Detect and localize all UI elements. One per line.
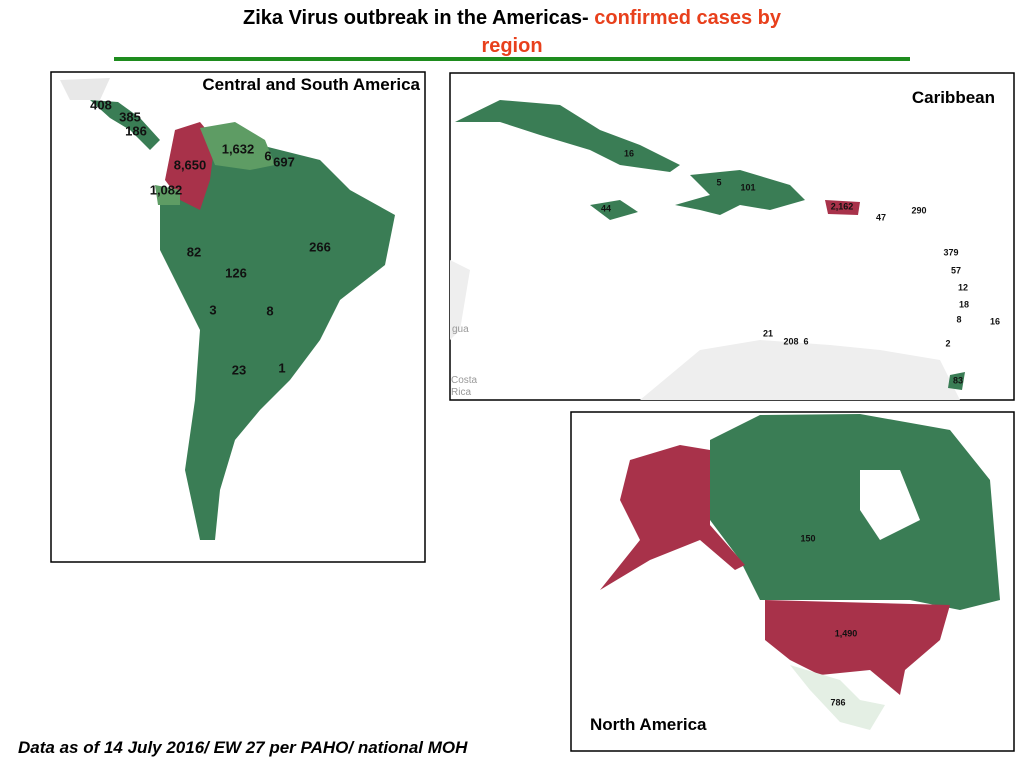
case-count: 290 xyxy=(911,205,926,215)
case-count: 47 xyxy=(876,212,886,222)
map-central-south-america xyxy=(50,71,426,563)
case-count: 1,082 xyxy=(150,182,183,197)
basemap-label: Rica xyxy=(451,387,471,398)
case-count: 6 xyxy=(264,148,271,163)
footer: Data as of 14 July 2016/ EW 27 per PAHO/… xyxy=(18,738,468,757)
case-count: 1 xyxy=(278,360,285,375)
case-count: 2 xyxy=(945,338,950,348)
basemap-label: Costa xyxy=(451,375,478,386)
case-count: 83 xyxy=(953,375,963,385)
map-caribbean xyxy=(449,72,1015,401)
panel-title: Caribbean xyxy=(912,88,995,107)
case-count: 385 xyxy=(119,109,141,124)
case-count: 23 xyxy=(232,362,246,377)
case-count: 379 xyxy=(943,247,958,257)
case-count: 1,632 xyxy=(222,141,255,156)
case-count: 8 xyxy=(956,314,961,324)
case-count: 266 xyxy=(309,239,331,254)
case-count: 2,162 xyxy=(831,201,854,211)
case-count: 21 xyxy=(763,328,773,338)
case-count: 208 xyxy=(783,336,798,346)
case-count: 3 xyxy=(209,302,216,317)
case-count: 12 xyxy=(958,282,968,292)
case-count: 6 xyxy=(803,336,808,346)
case-count: 1,490 xyxy=(835,628,858,638)
case-count: 57 xyxy=(951,265,961,275)
case-count: 186 xyxy=(125,123,147,138)
title-highlight: confirmed cases by xyxy=(594,7,782,29)
case-count: 126 xyxy=(225,265,247,280)
case-count: 786 xyxy=(830,697,845,707)
case-count: 82 xyxy=(187,244,201,259)
case-count: 16 xyxy=(990,316,1000,326)
case-count: 5 xyxy=(716,177,721,187)
case-count: 44 xyxy=(601,203,611,213)
panel-title: North America xyxy=(590,715,707,734)
case-count: 8 xyxy=(266,303,273,318)
case-count: 101 xyxy=(740,182,755,192)
case-count: 18 xyxy=(959,299,969,309)
slide-title: Zika Virus outbreak in the Americas- con… xyxy=(243,7,782,29)
panel-title: Central and South America xyxy=(202,75,420,94)
title-main: Zika Virus outbreak in the Americas- xyxy=(243,7,589,29)
case-count: 697 xyxy=(273,154,295,169)
case-count: 16 xyxy=(624,148,634,158)
map-north-america xyxy=(570,411,1015,752)
basemap-label: gua xyxy=(452,324,469,335)
case-count: 150 xyxy=(800,533,815,543)
title-highlight-cont: region xyxy=(481,35,542,57)
case-count: 408 xyxy=(90,97,112,112)
case-count: 8,650 xyxy=(174,157,207,172)
